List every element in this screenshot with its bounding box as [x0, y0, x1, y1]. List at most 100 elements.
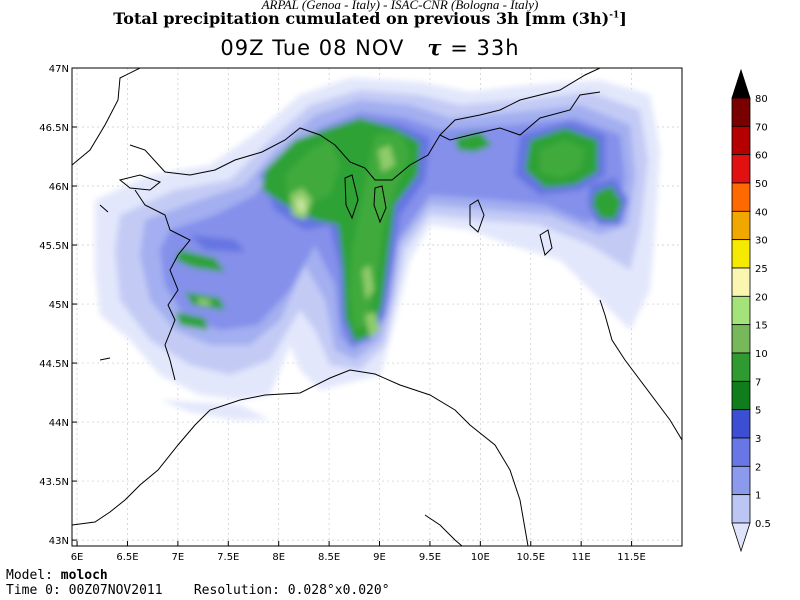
lead-time: = 33h — [450, 36, 520, 60]
colorbar-label: 3 — [755, 434, 761, 445]
resolution-value: 0.028°x0.020° — [287, 583, 390, 598]
lat-tick-label: 47N — [49, 64, 69, 75]
lat-tick-label: 46N — [49, 182, 69, 193]
colorbar-swatch — [731, 239, 751, 269]
resolution-label: Resolution: — [193, 583, 280, 598]
lat-tick-label: 43.5N — [39, 477, 69, 488]
colorbar-swatch — [731, 125, 751, 156]
valid-time: 09Z Tue 08 NOV — [220, 36, 405, 60]
lat-tick-label: 43N — [49, 536, 69, 547]
rain-area-level7c — [540, 140, 585, 178]
lake-maggiore — [344, 174, 359, 220]
tau-symbol: τ — [427, 35, 443, 60]
colorbar-label: 1 — [755, 491, 761, 502]
rain-core-5 — [296, 198, 306, 212]
lon-tick-label: 6E — [71, 552, 84, 563]
colorbar-swatch — [731, 182, 751, 212]
colorbar-swatch — [731, 210, 751, 241]
time0-label: Time 0: — [6, 583, 61, 598]
rain-area-level6c — [592, 186, 622, 220]
lat-tick-label: 45N — [49, 300, 69, 311]
rain-core-4 — [378, 145, 395, 172]
lon-tick-label: 10.5E — [516, 552, 545, 563]
map-title: Total precipitation cumulated on previou… — [0, 9, 740, 28]
lat-tick-label: 46.5N — [39, 123, 69, 134]
colorbar-swatch — [731, 97, 751, 127]
lon-tick-label: 11E — [572, 552, 591, 563]
adriatic-inlet — [539, 229, 553, 256]
colorbar-bottom-triangle — [731, 522, 751, 553]
institutions-header: ARPAL (Genoa - Italy) - ISAC-CNR (Bologn… — [261, 0, 539, 12]
plot-frame — [71, 67, 683, 547]
colorbar-swatch — [731, 380, 751, 411]
colorbar-swatch — [731, 465, 751, 496]
lake-como — [373, 185, 387, 224]
rain-area-level6d — [455, 132, 492, 152]
colorbar-label: 70 — [755, 122, 768, 133]
colorbar-label: 7 — [755, 377, 761, 388]
forecast-time: 09Z Tue 08 NOV τ = 33h — [0, 35, 740, 60]
model-value: moloch — [60, 568, 108, 583]
border-france-italy — [134, 189, 191, 381]
lon-tick-label: 11.5E — [617, 552, 646, 563]
isle-alpes — [99, 204, 109, 213]
colorbar-label: 80 — [755, 94, 768, 105]
colorbar-label: 25 — [755, 264, 768, 275]
colorbar-swatch — [731, 324, 751, 354]
colorbar-label: 10 — [755, 349, 768, 360]
border-austria — [439, 68, 601, 136]
colorbar-swatch — [731, 295, 751, 326]
rain-area-level1b — [160, 400, 270, 420]
lat-tick-label: 45.5N — [39, 241, 69, 252]
lat-tick-label: 44.5N — [39, 359, 69, 370]
model-line: Model: moloch — [6, 568, 108, 583]
po-delta-coast — [599, 299, 682, 441]
isle-rhone — [99, 357, 111, 361]
ligurian-coast — [72, 369, 529, 546]
lon-tick-label: 7.5E — [217, 552, 239, 563]
coastlines-borders — [72, 68, 682, 546]
lon-tick-label: 8.5E — [318, 552, 340, 563]
rain-band-4 — [175, 312, 208, 330]
colorbar-top-triangle — [731, 68, 751, 99]
lon-tick-label: 6.5E — [116, 552, 138, 563]
map-title-text: Total precipitation cumulated on previou… — [113, 9, 610, 28]
corsica-cape — [424, 514, 463, 546]
colorbar-swatch — [731, 409, 751, 439]
rain-band-5 — [198, 298, 210, 306]
precipitation-field — [95, 78, 660, 420]
colorbar-label: 50 — [755, 179, 768, 190]
colorbar: 80 70 60 50 40 30 25 20 15 10 7 5 3 2 1 0.5 — [731, 68, 771, 553]
colorbar-label: 30 — [755, 236, 768, 247]
rain-area-level7 — [285, 140, 340, 205]
border-switzerland — [129, 91, 601, 181]
axis-ticks: 6E 6.5E 7E 7.5E 8E 8.5E 9E 9.5E 10E 10.5E 11E 11.5E… — [39, 64, 646, 563]
map-title-tail: ] — [619, 9, 627, 28]
border-west — [72, 68, 141, 166]
colorbar-label: 2 — [755, 462, 761, 473]
map-title-exponent: -1 — [609, 10, 620, 21]
colorbar-swatch — [731, 267, 751, 297]
lon-tick-label: 7E — [172, 552, 185, 563]
colorbar-label: 20 — [755, 292, 768, 303]
rain-core-2 — [362, 265, 374, 300]
lake-garda — [469, 199, 485, 233]
lon-tick-label: 9.5E — [419, 552, 441, 563]
rain-core-3 — [365, 312, 380, 338]
lon-tick-label: 10E — [471, 552, 490, 563]
run-info-line: Time 0: 00Z07NOV2011 Resolution: 0.028°x… — [6, 583, 390, 598]
lon-tick-label: 8E — [272, 552, 285, 563]
lat-tick-label: 44N — [49, 418, 69, 429]
colorbar-swatch — [731, 154, 751, 184]
rain-band-1 — [175, 250, 225, 272]
lon-tick-label: 9E — [373, 552, 386, 563]
colorbar-label: 15 — [755, 321, 768, 332]
model-label: Model: — [6, 568, 53, 583]
colorbar-swatch — [731, 352, 751, 382]
lake-geneva — [118, 174, 162, 191]
colorbar-label: 40 — [755, 207, 768, 218]
colorbar-swatch — [731, 437, 751, 467]
colorbar-label: 60 — [755, 151, 768, 162]
colorbar-label: 5 — [755, 406, 761, 417]
